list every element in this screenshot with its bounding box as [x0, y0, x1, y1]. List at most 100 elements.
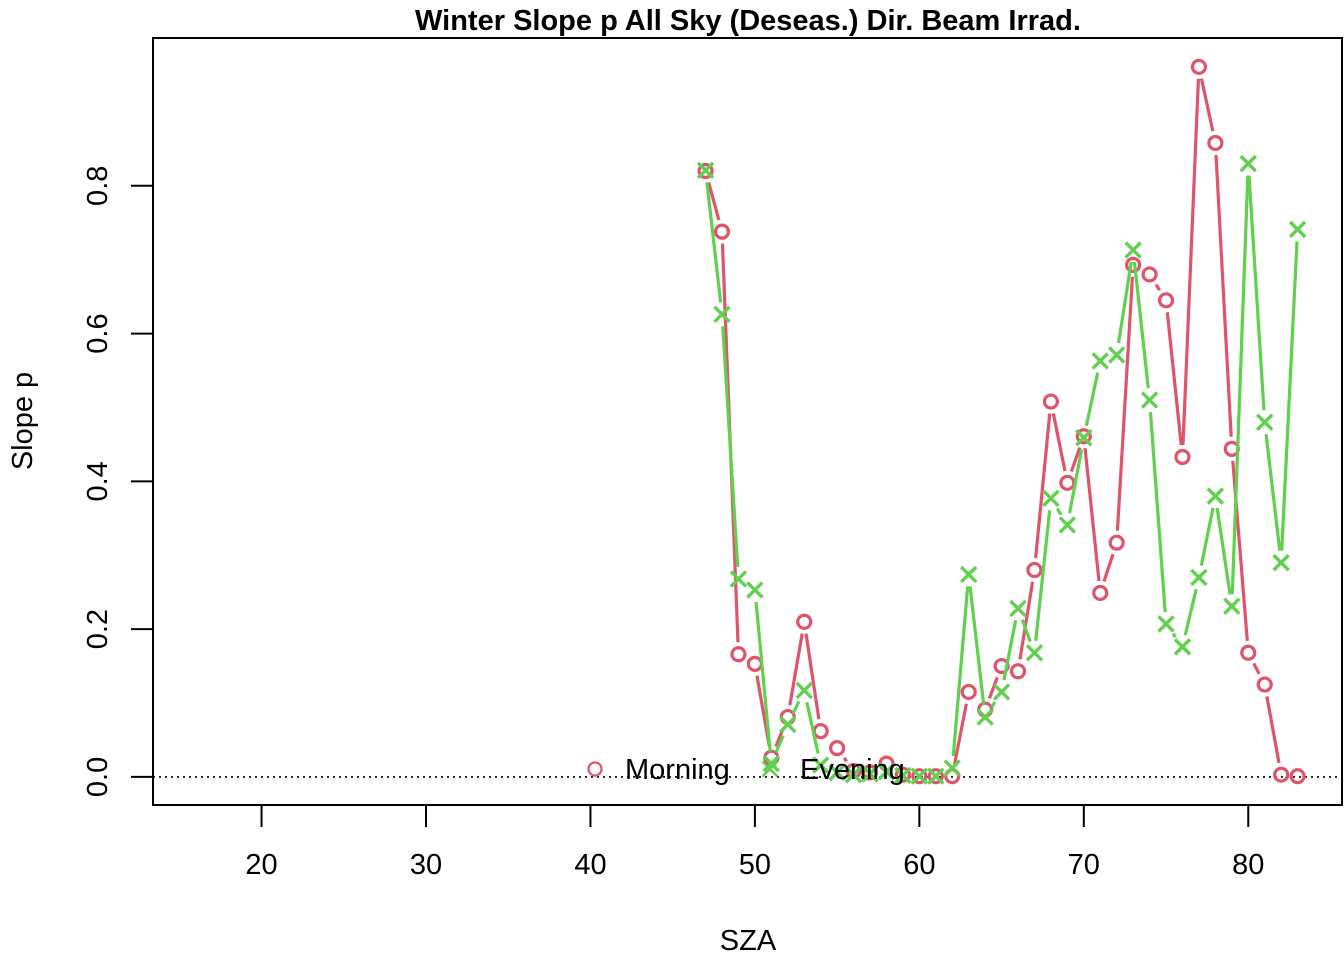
x-tick-label: 30	[410, 849, 442, 881]
morning-segment	[1154, 283, 1161, 292]
legend-symbol-evening	[761, 760, 779, 778]
legend-item-evening: Evening	[761, 754, 905, 786]
morning-segment	[1069, 447, 1082, 473]
morning-point	[1108, 534, 1125, 551]
evening-point	[861, 765, 879, 783]
evening-segment	[805, 701, 820, 754]
evening-point	[1124, 241, 1142, 259]
evening-point	[1272, 553, 1290, 572]
morning-segment	[804, 633, 821, 720]
evening-point	[959, 565, 978, 584]
evening-point	[1190, 568, 1208, 587]
legend-label-evening: Evening	[800, 754, 905, 786]
evening-segment	[754, 601, 772, 752]
evening-point	[713, 305, 731, 324]
morning-point	[746, 655, 764, 672]
morning-point	[1141, 266, 1158, 283]
morning-point	[1009, 663, 1027, 680]
evening-segment	[1068, 449, 1084, 514]
evening-point	[696, 161, 715, 179]
evening-segment	[705, 182, 723, 303]
evening-point	[1075, 429, 1093, 447]
series-morning	[697, 58, 1306, 785]
morning-point	[1289, 768, 1306, 785]
x-tick-label: 60	[903, 849, 935, 881]
evening-point	[1239, 154, 1257, 173]
x-tick-label: 80	[1232, 849, 1264, 881]
morning-point	[894, 766, 912, 783]
x-tick-label: 20	[245, 849, 277, 881]
evening-point	[976, 708, 994, 726]
morning-point	[829, 740, 846, 757]
morning-point	[960, 683, 977, 701]
evening-segment	[1230, 175, 1250, 595]
morning-point	[730, 646, 747, 663]
evening-point	[779, 715, 797, 734]
evening-point	[762, 754, 781, 773]
evening-point	[1256, 413, 1274, 431]
morning-segment	[1199, 78, 1215, 132]
morning-point	[697, 162, 714, 180]
plot-frame	[152, 37, 1343, 806]
evening-segment	[951, 586, 970, 757]
evening-point	[927, 767, 945, 785]
morning-segment	[1265, 696, 1281, 764]
evening-point	[894, 766, 912, 785]
morning-point	[1075, 428, 1092, 445]
x-tick-label: 40	[574, 849, 606, 881]
morning-point	[927, 768, 944, 785]
y-tick-label: 0.4	[82, 461, 114, 501]
evening-point	[1140, 391, 1159, 409]
morning-segment	[1034, 413, 1052, 559]
evening-point	[729, 570, 748, 588]
morning-point	[861, 764, 879, 781]
evening-segment	[774, 734, 785, 754]
evening-segment	[1116, 261, 1133, 344]
evening-point	[877, 763, 896, 781]
evening-point	[1042, 489, 1060, 508]
morning-point	[1125, 256, 1142, 273]
evening-point	[828, 763, 846, 782]
evening-segment	[1002, 619, 1018, 681]
x-tick-label: 50	[739, 849, 771, 881]
evening-point	[1107, 346, 1126, 364]
morning-point	[713, 223, 731, 240]
evening-point	[795, 681, 813, 700]
morning-point	[1157, 292, 1175, 309]
evening-segment	[791, 700, 801, 715]
morning-segment	[842, 756, 848, 763]
legend-item-morning: Morning	[587, 754, 730, 786]
morning-point	[1174, 448, 1191, 466]
morning-point	[845, 762, 862, 780]
evening-segment	[1132, 261, 1150, 389]
chart-title: Winter Slope p All Sky (Deseas.) Dir. Be…	[415, 5, 1081, 37]
evening-point	[746, 581, 764, 599]
morning-segment	[1181, 78, 1201, 446]
morning-point	[1273, 766, 1290, 783]
morning-point	[796, 613, 813, 630]
y-tick-label: 0.8	[82, 166, 114, 206]
y-axis: 0.0 0.2 0.4 0.6 0.8	[82, 166, 153, 797]
evening-point	[943, 759, 961, 777]
legend: Morning Evening	[587, 754, 905, 786]
evening-segment	[1215, 507, 1232, 595]
morning-segment	[1252, 662, 1261, 675]
morning-point	[1256, 676, 1273, 693]
evening-segment	[1148, 411, 1167, 613]
evening-segment	[1264, 433, 1282, 551]
evening-point	[1025, 644, 1044, 662]
evening-point	[1157, 615, 1175, 633]
evening-point	[811, 756, 830, 774]
morning-point	[1059, 474, 1076, 491]
evening-point	[1058, 516, 1077, 534]
morning-segment	[1083, 448, 1101, 582]
evening-segment	[1199, 507, 1215, 566]
evening-segment	[968, 586, 986, 706]
x-axis: 20 30 40 50 60 70 80	[245, 805, 1264, 881]
morning-segment	[1165, 312, 1183, 446]
evening-point	[1206, 487, 1225, 505]
evening-segment	[1280, 241, 1299, 551]
morning-segment	[1051, 412, 1067, 472]
morning-point	[1207, 134, 1224, 152]
